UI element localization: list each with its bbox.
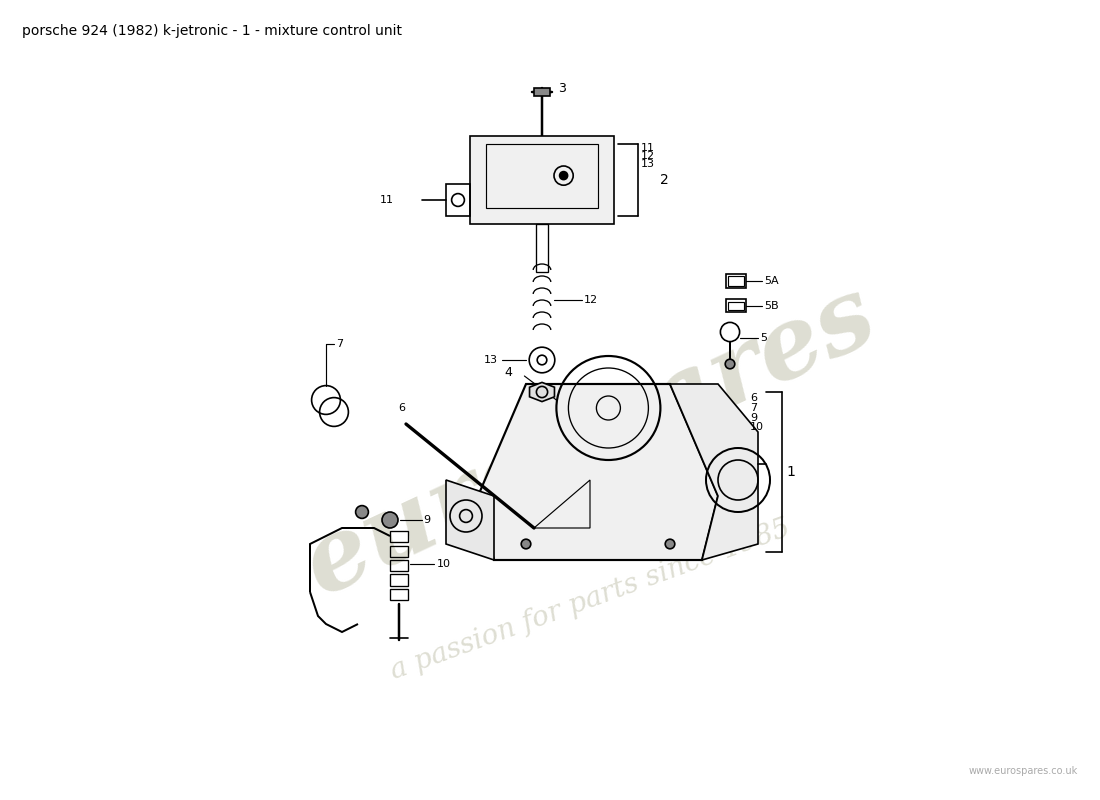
Text: 12: 12 [584, 295, 597, 305]
Bar [446, 184, 470, 216]
Bar [536, 224, 549, 272]
Text: eurospares: eurospares [289, 266, 891, 614]
Bar [390, 574, 408, 586]
Text: 3: 3 [558, 82, 565, 94]
Bar [726, 274, 746, 288]
Bar [726, 299, 746, 312]
Circle shape [521, 539, 531, 549]
Bar [727, 276, 745, 286]
Text: 12: 12 [640, 151, 654, 161]
Bar [486, 144, 598, 208]
Text: 13: 13 [484, 355, 498, 365]
Polygon shape [670, 384, 758, 560]
Text: 9: 9 [424, 515, 431, 525]
Text: a passion for parts since 1985: a passion for parts since 1985 [386, 515, 794, 685]
Polygon shape [470, 136, 614, 224]
Bar [390, 589, 408, 600]
Text: 11: 11 [379, 195, 394, 205]
Text: 13: 13 [640, 159, 654, 169]
Bar [390, 560, 408, 571]
Text: 9: 9 [750, 413, 757, 422]
Text: porsche 924 (1982) k-jetronic - 1 - mixture control unit: porsche 924 (1982) k-jetronic - 1 - mixt… [22, 24, 401, 38]
Text: 1: 1 [786, 465, 795, 479]
Text: www.eurospares.co.uk: www.eurospares.co.uk [969, 766, 1078, 776]
Text: 7: 7 [336, 339, 343, 349]
Bar [727, 302, 745, 310]
Text: 4: 4 [505, 366, 513, 378]
Circle shape [382, 512, 398, 528]
Text: 7: 7 [750, 403, 757, 413]
Bar [390, 531, 408, 542]
Text: 2: 2 [660, 173, 669, 187]
Circle shape [560, 172, 568, 180]
Bar [534, 88, 550, 96]
Circle shape [666, 539, 674, 549]
Bar [390, 546, 408, 557]
Text: 5: 5 [760, 333, 768, 342]
Circle shape [725, 359, 735, 369]
Text: 10: 10 [750, 422, 764, 432]
Text: 5B: 5B [764, 301, 779, 310]
Text: 10: 10 [437, 559, 450, 569]
Polygon shape [529, 382, 554, 402]
Text: 11: 11 [640, 143, 654, 153]
Polygon shape [446, 480, 494, 560]
Text: 6: 6 [398, 403, 405, 413]
Polygon shape [478, 384, 718, 560]
Text: 5A: 5A [764, 276, 779, 286]
Circle shape [355, 506, 368, 518]
Text: 6: 6 [750, 394, 757, 403]
